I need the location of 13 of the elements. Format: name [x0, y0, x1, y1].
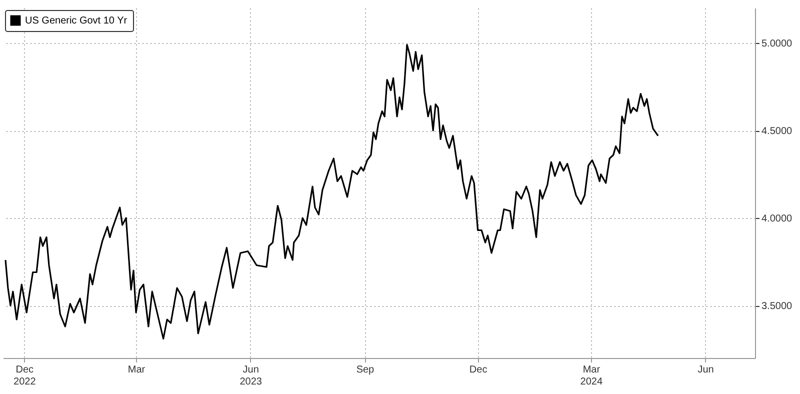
legend-label: US Generic Govt 10 Yr [25, 16, 128, 26]
y-tick-label: 4.0000 [762, 214, 793, 224]
y-tick-label: 4.5000 [762, 126, 793, 137]
y-tick-label: 3.5000 [762, 301, 793, 312]
y-tick-label: 5.0000 [762, 38, 793, 50]
x-tick-label: Mar [128, 364, 146, 376]
line-series [4, 44, 659, 340]
x-tick-label: Dec 2022 [14, 364, 36, 388]
x-tick-label: Sep [356, 364, 375, 376]
x-tick-label: Dec [469, 364, 488, 376]
x-tick-label: Mar 2024 [580, 364, 603, 388]
x-tick-label: Jun 2023 [240, 364, 262, 388]
x-tick-label: Jun [698, 364, 714, 376]
